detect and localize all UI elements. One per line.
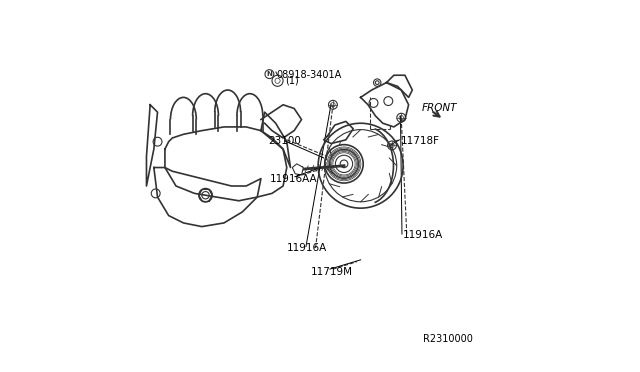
Polygon shape [261,112,291,167]
Polygon shape [165,127,287,201]
Text: (1): (1) [285,76,299,86]
Text: 11916A: 11916A [287,243,327,253]
Text: 08918-3401A: 08918-3401A [277,70,342,80]
Text: 11719M: 11719M [311,267,353,277]
Text: 11718F: 11718F [401,136,440,146]
Polygon shape [360,83,408,127]
Text: R2310000: R2310000 [424,334,473,344]
Text: N: N [266,71,273,77]
Polygon shape [324,121,353,144]
Polygon shape [387,75,412,97]
Text: 11916A: 11916A [403,230,444,240]
Polygon shape [154,167,261,227]
Text: 11916AA: 11916AA [270,174,318,184]
Text: 23100: 23100 [268,136,301,146]
Polygon shape [147,105,157,186]
Text: FRONT: FRONT [422,103,457,113]
Polygon shape [292,164,303,175]
